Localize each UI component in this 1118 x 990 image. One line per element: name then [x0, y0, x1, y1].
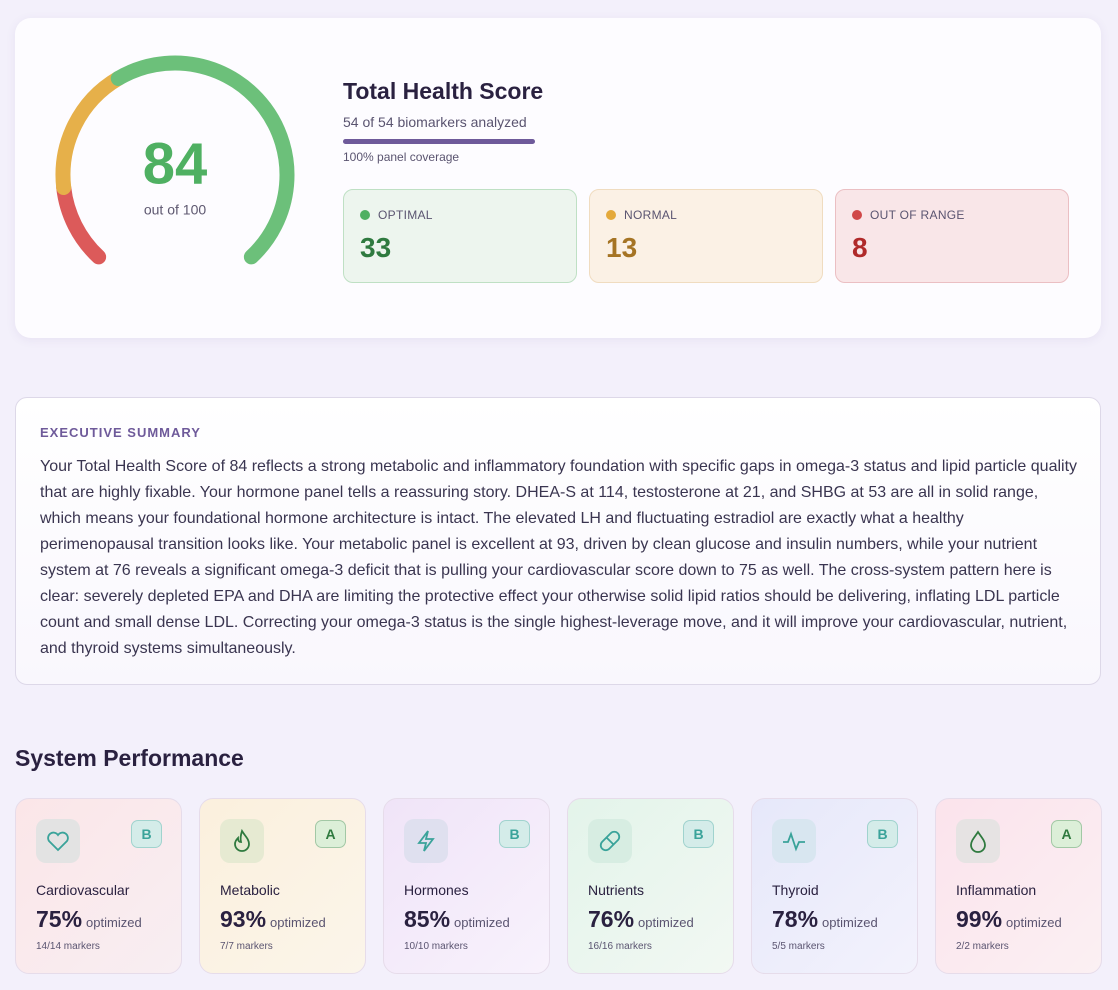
system-markers: 10/10 markers — [404, 941, 468, 952]
system-score: 78% optimized — [772, 906, 878, 933]
system-card: B Nutrients 76% optimized 16/16 markers — [567, 798, 734, 974]
system-name: Nutrients — [588, 882, 645, 898]
coverage-track — [343, 139, 535, 144]
system-percent: 75% — [36, 906, 83, 932]
system-percent: 85% — [404, 906, 451, 932]
system-icon — [220, 819, 264, 863]
count-label: OUT OF RANGE — [852, 208, 965, 222]
count-label-text: OUT OF RANGE — [870, 208, 965, 222]
icon-glyph — [234, 828, 250, 852]
gauge-segment — [110, 55, 295, 265]
system-score: 76% optimized — [588, 906, 694, 933]
system-score: 75% optimized — [36, 906, 142, 933]
system-suffix: optimized — [638, 915, 694, 930]
count-label-text: OPTIMAL — [378, 208, 433, 222]
count-label: OPTIMAL — [360, 208, 433, 222]
count-dot — [606, 210, 616, 220]
score-card: 84 out of 100 Total Health Score 54 of 5… — [15, 18, 1101, 338]
gauge: 84 out of 100 — [55, 55, 295, 265]
score-title: Total Health Score — [343, 78, 544, 104]
count-box: OUT OF RANGE 8 — [835, 189, 1069, 283]
summary-text: Your Total Health Score of 84 reflects a… — [40, 458, 1078, 657]
system-name: Inflammation — [956, 882, 1037, 898]
grade-badge: B — [499, 820, 530, 848]
grade-badge: A — [315, 820, 346, 848]
system-icon — [36, 819, 80, 863]
system-markers: 5/5 markers — [772, 941, 825, 952]
count-box: NORMAL 13 — [589, 189, 823, 283]
system-name: Cardiovascular — [36, 882, 130, 898]
icon-glyph — [599, 830, 621, 852]
gauge-segment — [56, 179, 107, 265]
icon-glyph — [47, 831, 69, 852]
count-dot — [852, 210, 862, 220]
system-score: 85% optimized — [404, 906, 510, 933]
icon-glyph — [970, 830, 986, 853]
grade-badge: A — [1051, 820, 1082, 848]
system-suffix: optimized — [454, 915, 510, 930]
count-box: OPTIMAL 33 — [343, 189, 577, 283]
system-markers: 16/16 markers — [588, 941, 652, 952]
system-card: A Inflammation 99% optimized 2/2 markers — [935, 798, 1102, 974]
system-card: A Metabolic 93% optimized 7/7 markers — [199, 798, 366, 974]
system-markers: 14/14 markers — [36, 941, 100, 952]
grade-badge: B — [867, 820, 898, 848]
system-icon — [588, 819, 632, 863]
count-label-text: NORMAL — [624, 208, 678, 222]
summary-card: EXECUTIVE SUMMARY Your Total Health Scor… — [15, 397, 1101, 685]
count-value: 8 — [852, 232, 868, 263]
icon-glyph — [783, 831, 805, 852]
system-name: Metabolic — [220, 882, 280, 898]
gauge-segment — [55, 70, 126, 195]
system-name: Thyroid — [772, 882, 819, 898]
score-out-of: out of 100 — [144, 202, 206, 218]
system-card: B Thyroid 78% optimized 5/5 markers — [751, 798, 918, 974]
count-label: NORMAL — [606, 208, 677, 222]
system-name: Hormones — [404, 882, 469, 898]
system-percent: 99% — [956, 906, 1003, 932]
analyzed: 54 of 54 biomarkers analyzed — [343, 114, 527, 130]
system-card: B Hormones 85% optimized 10/10 markers — [383, 798, 550, 974]
system-icon — [956, 819, 1000, 863]
score-value: 84 — [143, 131, 208, 196]
system-suffix: optimized — [822, 915, 878, 930]
coverage-label: 100% panel coverage — [343, 150, 460, 164]
system-percent: 93% — [220, 906, 267, 932]
count-value: 13 — [606, 232, 638, 263]
system-percent: 76% — [588, 906, 635, 932]
system-markers: 7/7 markers — [220, 941, 273, 952]
coverage-bar — [343, 139, 535, 144]
count-value: 33 — [360, 232, 392, 263]
system-score: 99% optimized — [956, 906, 1062, 933]
system-score: 93% optimized — [220, 906, 326, 933]
summary-heading: EXECUTIVE SUMMARY — [40, 425, 201, 440]
icon-glyph — [417, 830, 435, 852]
grade-badge: B — [131, 820, 162, 848]
systems-heading: System Performance — [15, 745, 244, 771]
system-percent: 78% — [772, 906, 819, 932]
system-suffix: optimized — [1006, 915, 1062, 930]
system-suffix: optimized — [270, 915, 326, 930]
system-markers: 2/2 markers — [956, 941, 1009, 952]
count-dot — [360, 210, 370, 220]
system-icon — [404, 819, 448, 863]
grade-badge: B — [683, 820, 714, 848]
system-icon — [772, 819, 816, 863]
system-suffix: optimized — [86, 915, 142, 930]
system-card: B Cardiovascular 75% optimized 14/14 markers — [15, 798, 182, 974]
